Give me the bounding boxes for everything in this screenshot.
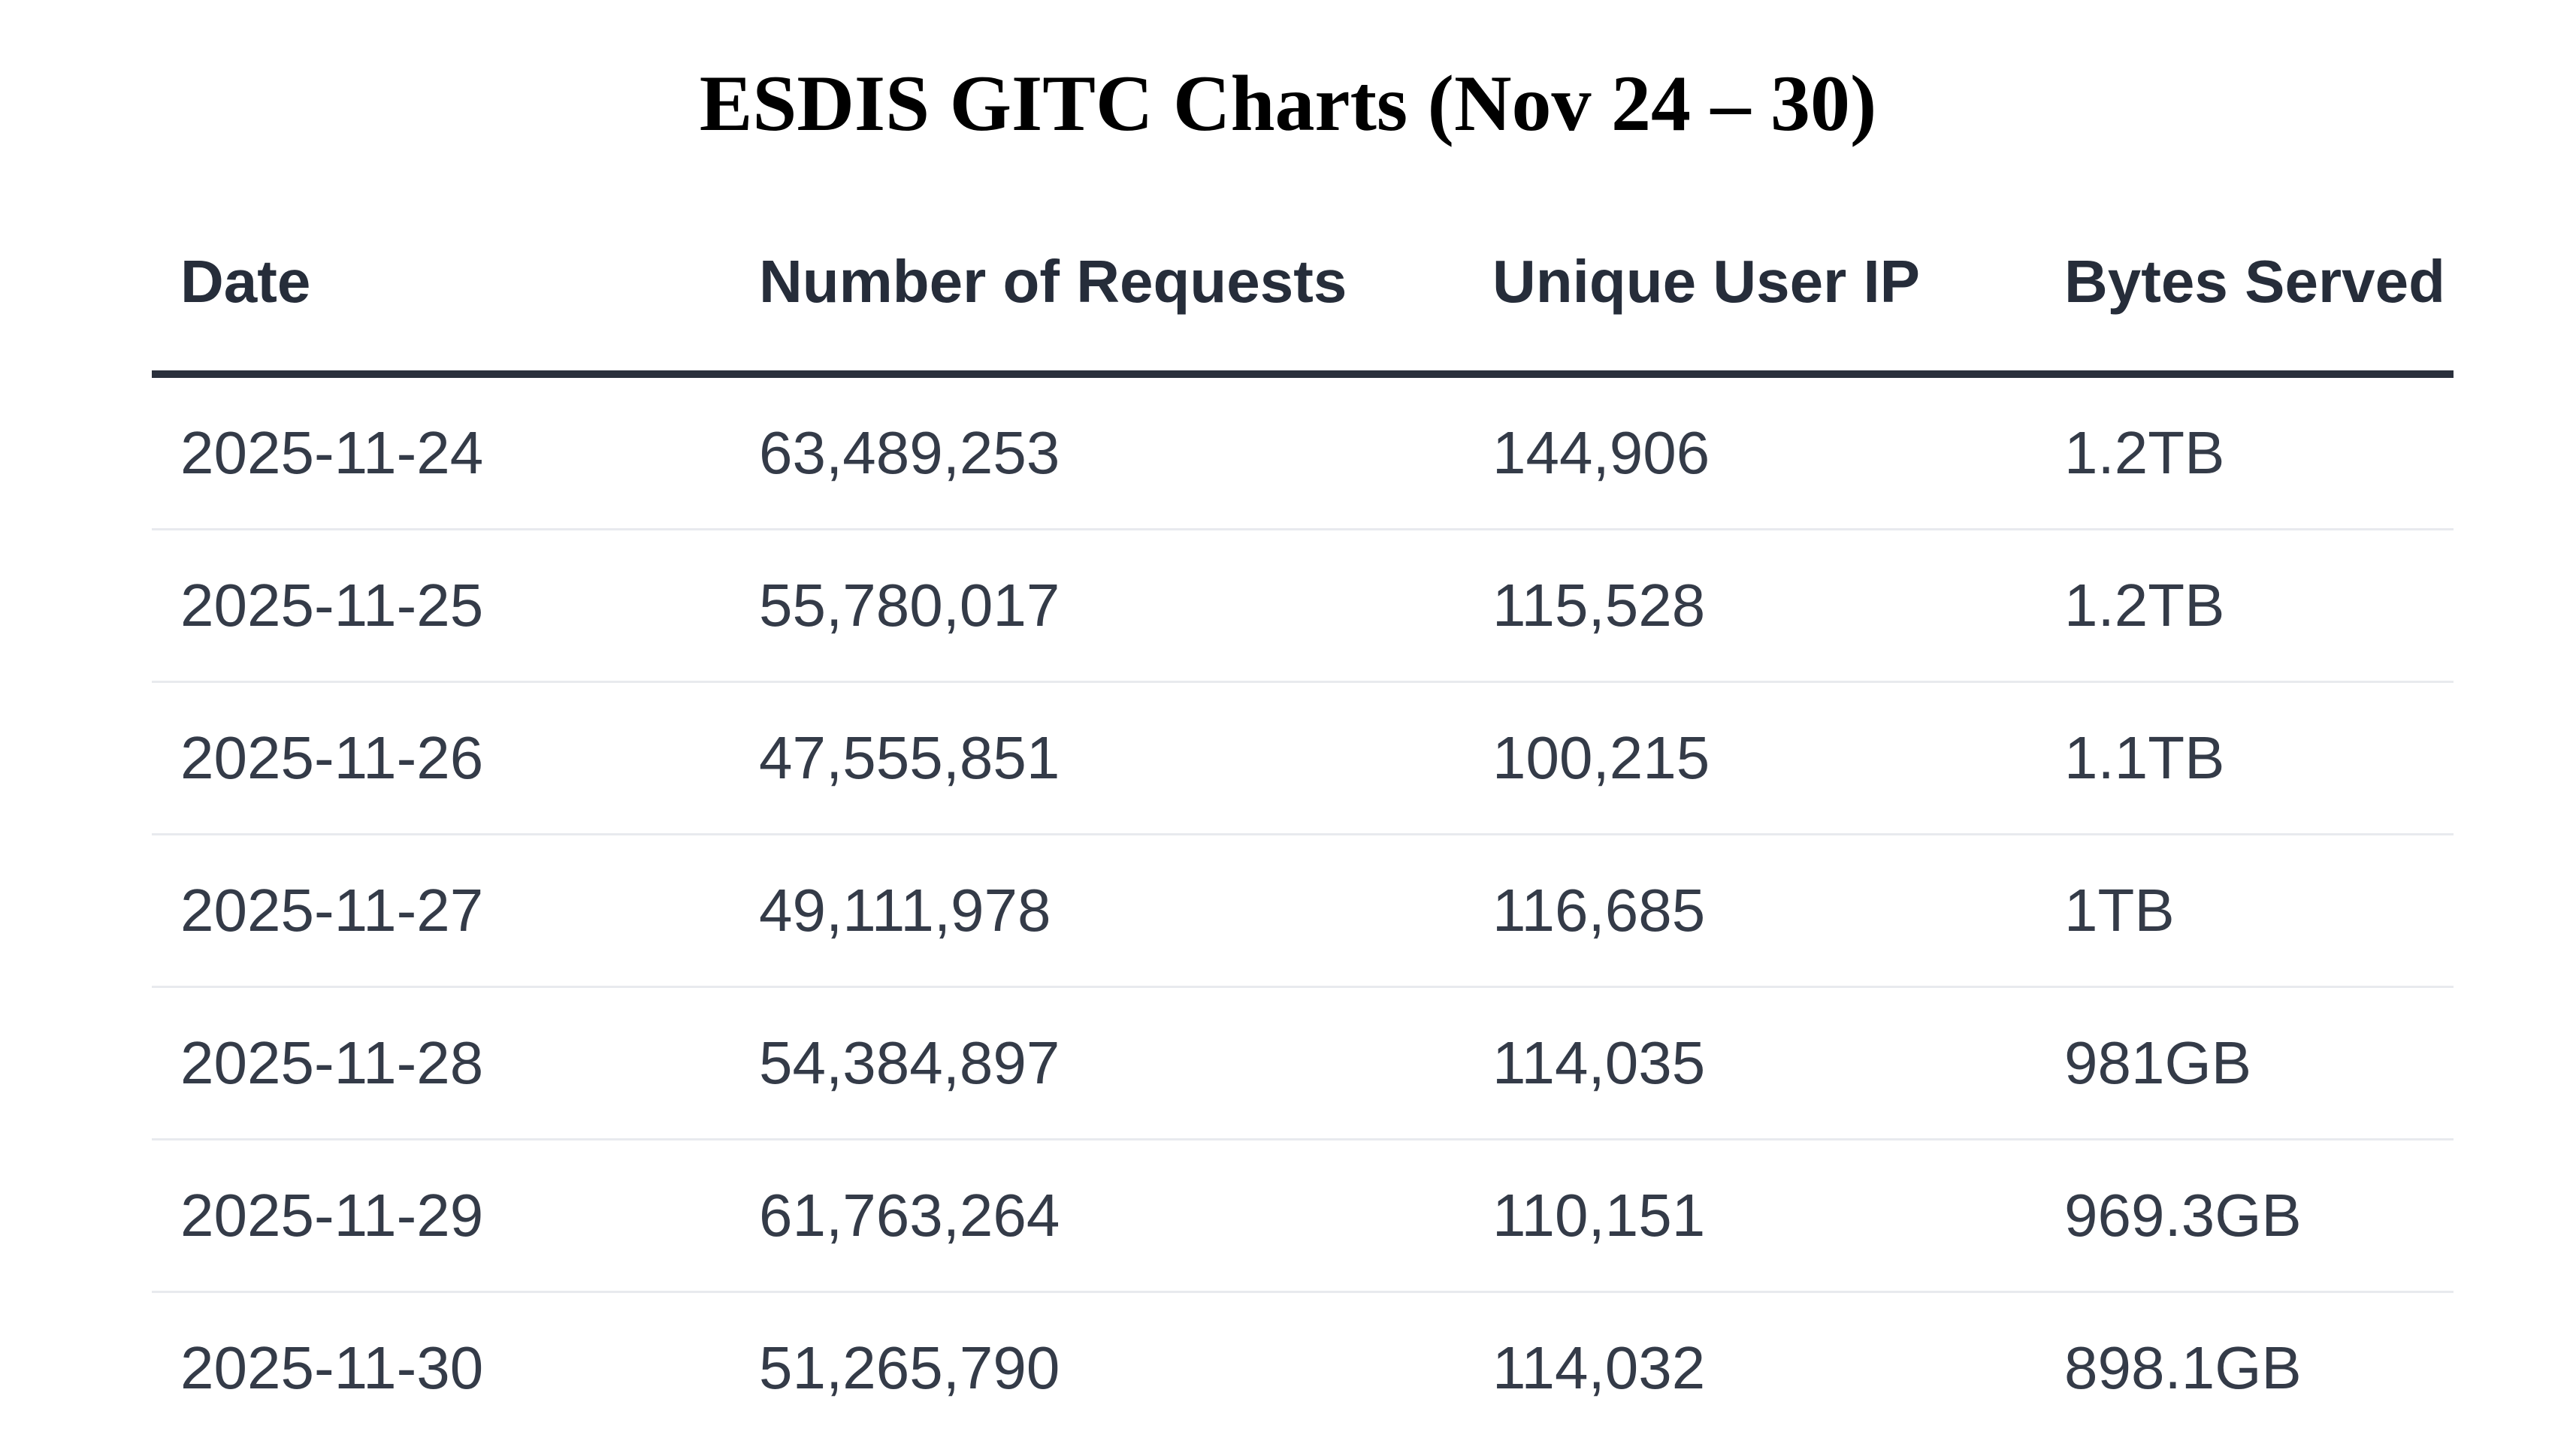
cell-bytes: 1TB: [2064, 832, 2454, 986]
cell-requests: 63,489,253: [759, 418, 1060, 486]
table-row: 2025-11-29 61,763,264 110,151 969.3GB: [152, 1137, 2454, 1291]
page-title: ESDIS GITC Charts (Nov 24 – 30): [699, 59, 1877, 147]
cell-date: 2025-11-30: [152, 1290, 759, 1438]
cell-date: 2025-11-24: [180, 418, 484, 486]
cell-bytes: 981GB: [2064, 985, 2454, 1139]
table-row: 2025-11-24 63,489,253 144,906 1.2TB: [152, 374, 2454, 530]
cell-date: 2025-11-27: [152, 832, 759, 986]
cell-bytes: 969.3GB: [2064, 1137, 2454, 1291]
cell-requests: 47,555,851: [759, 680, 1492, 834]
usage-stats-table: Date Number of Requests Unique User IP B…: [152, 245, 2454, 1438]
table-row: 2025-11-26 47,555,851 100,215 1.1TB: [152, 680, 2454, 834]
cell-requests: 49,111,978: [759, 832, 1492, 986]
cell-unique-ip: 100,215: [1492, 680, 2064, 834]
cell-date: 2025-11-29: [152, 1137, 759, 1291]
cell-bytes: 1.1TB: [2064, 680, 2454, 834]
cell-unique-ip: 144,906: [1492, 418, 1710, 486]
column-header-unique-user-ip: Unique User IP: [1492, 245, 2064, 378]
cell-date: 2025-11-26: [152, 680, 759, 834]
table-header-row: Date Number of Requests Unique User IP B…: [152, 245, 2454, 378]
cell-bytes: 898.1GB: [2064, 1290, 2454, 1438]
cell-requests: 55,780,017: [759, 527, 1492, 681]
column-header-number-of-requests: Number of Requests: [759, 245, 1492, 378]
cell-requests: 51,265,790: [759, 1290, 1492, 1438]
cell-unique-ip: 114,032: [1492, 1290, 2064, 1438]
column-header-bytes-served: Bytes Served: [2064, 245, 2454, 378]
table-row: 2025-11-30 51,265,790 114,032 898.1GB: [152, 1290, 2454, 1438]
cell-date: 2025-11-28: [152, 985, 759, 1139]
cell-requests: 54,384,897: [759, 985, 1492, 1139]
cell-date: 2025-11-25: [152, 527, 759, 681]
cell-bytes: 1.2TB: [2064, 527, 2454, 681]
column-header-date: Date: [152, 245, 759, 378]
table-row: 2025-11-25 55,780,017 115,528 1.2TB: [152, 527, 2454, 681]
cell-unique-ip: 110,151: [1492, 1137, 2064, 1291]
table-row: 2025-11-27 49,111,978 116,685 1TB: [152, 832, 2454, 986]
cell-requests: 61,763,264: [759, 1137, 1492, 1291]
cell-bytes: 1.2TB: [2064, 418, 2225, 486]
table-row: 2025-11-28 54,384,897 114,035 981GB: [152, 985, 2454, 1139]
cell-unique-ip: 114,035: [1492, 985, 2064, 1139]
cell-unique-ip: 116,685: [1492, 832, 2064, 986]
cell-unique-ip: 115,528: [1492, 527, 2064, 681]
